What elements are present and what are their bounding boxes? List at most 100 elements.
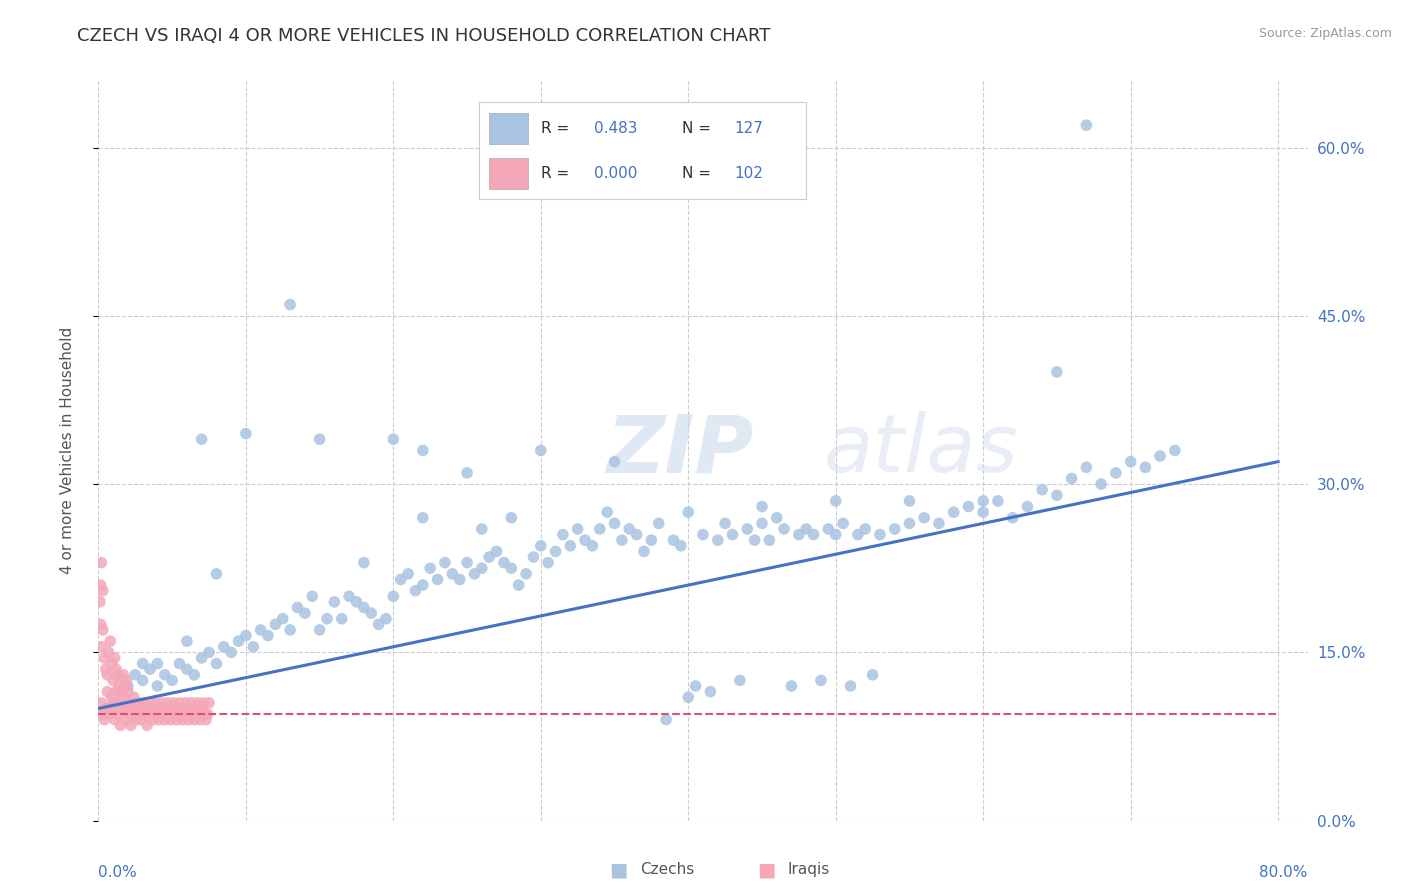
Point	[101, 696, 124, 710]
Point	[131, 707, 153, 722]
Text: ZIP: ZIP	[606, 411, 754, 490]
Point	[396, 566, 419, 581]
Point	[316, 612, 339, 626]
Text: atlas: atlas	[824, 411, 1019, 490]
Point	[97, 701, 120, 715]
Point	[294, 606, 316, 620]
Point	[972, 505, 994, 519]
Point	[662, 533, 685, 548]
Point	[96, 668, 118, 682]
Point	[1046, 488, 1069, 502]
Point	[846, 527, 869, 541]
Point	[90, 556, 112, 570]
Point	[626, 527, 648, 541]
Point	[136, 718, 159, 732]
Point	[508, 578, 530, 592]
Point	[603, 455, 626, 469]
Point	[780, 679, 803, 693]
Point	[191, 696, 214, 710]
Point	[1060, 471, 1083, 485]
Point	[751, 516, 773, 531]
Point	[156, 696, 179, 710]
Point	[105, 662, 128, 676]
Point	[115, 673, 138, 688]
Point	[94, 701, 117, 715]
Point	[115, 713, 138, 727]
Point	[205, 566, 228, 581]
Point	[104, 713, 127, 727]
Point	[308, 432, 330, 446]
Point	[957, 500, 980, 514]
Point	[159, 713, 181, 727]
Point	[1076, 118, 1098, 132]
Point	[382, 589, 405, 603]
Point	[530, 539, 553, 553]
Point	[176, 662, 198, 676]
Point	[131, 657, 153, 671]
Point	[492, 556, 515, 570]
Point	[471, 522, 494, 536]
Point	[714, 516, 737, 531]
Point	[648, 516, 671, 531]
Point	[183, 668, 205, 682]
Point	[1046, 365, 1069, 379]
Point	[90, 696, 112, 710]
Point	[655, 713, 678, 727]
Point	[1164, 443, 1187, 458]
Point	[117, 684, 139, 698]
Point	[537, 556, 560, 570]
Point	[353, 600, 375, 615]
Point	[153, 668, 176, 682]
Point	[121, 701, 143, 715]
Point	[117, 696, 139, 710]
Point	[942, 505, 965, 519]
Point	[114, 701, 136, 715]
Text: 0.0%: 0.0%	[98, 865, 138, 880]
Point	[721, 527, 744, 541]
Point	[501, 510, 523, 524]
Point	[501, 561, 523, 575]
Point	[839, 679, 862, 693]
Point	[139, 696, 162, 710]
Point	[110, 699, 132, 714]
Point	[190, 432, 212, 446]
Point	[596, 505, 619, 519]
Point	[98, 707, 121, 722]
Point	[515, 566, 537, 581]
Point	[157, 701, 180, 715]
Point	[93, 651, 115, 665]
Point	[110, 684, 132, 698]
Point	[449, 573, 471, 587]
Point	[817, 522, 839, 536]
Point	[375, 612, 398, 626]
Point	[195, 713, 218, 727]
Point	[177, 713, 200, 727]
Point	[758, 533, 780, 548]
Point	[129, 713, 152, 727]
Point	[972, 494, 994, 508]
Point	[170, 707, 193, 722]
Point	[112, 668, 135, 682]
Point	[1001, 510, 1024, 524]
Point	[162, 696, 184, 710]
Point	[301, 589, 323, 603]
Point	[810, 673, 832, 688]
Point	[138, 707, 160, 722]
Point	[883, 522, 905, 536]
Point	[1149, 449, 1171, 463]
Point	[146, 657, 169, 671]
Point	[551, 527, 574, 541]
Point	[176, 634, 198, 648]
Point	[337, 589, 360, 603]
Point	[699, 684, 721, 698]
Point	[441, 566, 464, 581]
Point	[118, 707, 141, 722]
Point	[142, 713, 165, 727]
Point	[735, 522, 758, 536]
Point	[183, 713, 205, 727]
Point	[194, 707, 217, 722]
Point	[172, 713, 194, 727]
Point	[1090, 477, 1112, 491]
Point	[105, 684, 128, 698]
Point	[824, 494, 846, 508]
